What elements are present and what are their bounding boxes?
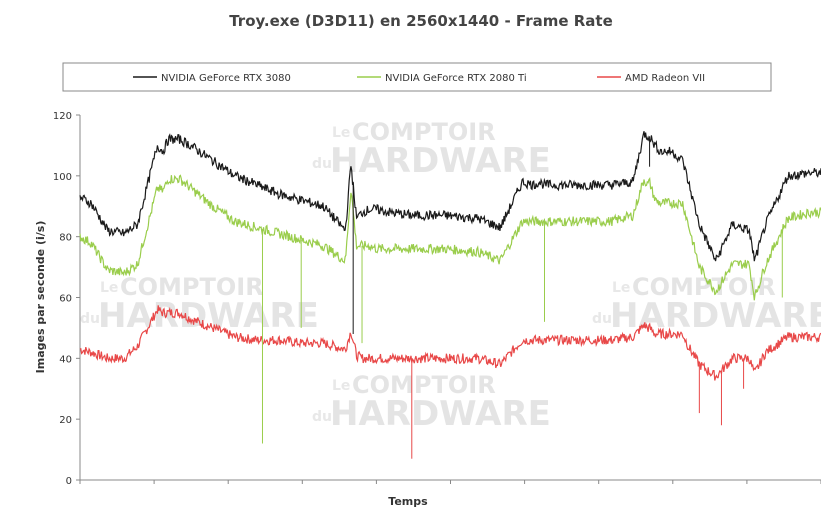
svg-text:du: du: [80, 311, 100, 327]
svg-text:COMPTOIR: COMPTOIR: [352, 371, 496, 399]
svg-text:Le: Le: [332, 125, 350, 141]
y-tick-label: 40: [59, 354, 72, 365]
chart-title: Troy.exe (D3D11) en 2560x1440 - Frame Ra…: [229, 12, 613, 30]
watermark-group: Le COMPTOIR du HARDWARE Le COMPTOIR du H…: [80, 118, 821, 434]
watermark: Le COMPTOIR du HARDWARE: [312, 371, 551, 434]
svg-text:Le: Le: [612, 280, 630, 296]
series-0: [79, 131, 821, 334]
y-axis-title: Images par seconde (i/s): [34, 221, 47, 374]
series-line: [79, 174, 821, 301]
series-line: [79, 131, 821, 262]
svg-text:COMPTOIR: COMPTOIR: [632, 273, 776, 301]
series-line: [79, 305, 821, 381]
y-tick-label: 100: [53, 172, 72, 183]
legend-box: [62, 62, 772, 92]
y-tick-label: 60: [59, 294, 72, 305]
svg-text:du: du: [592, 311, 612, 327]
y-tick-label: 120: [53, 111, 72, 122]
legend: NVIDIA GeForce RTX 3080 NVIDIA GeForce R…: [62, 62, 772, 92]
watermark: Le COMPTOIR du HARDWARE: [592, 273, 821, 336]
svg-text:Le: Le: [100, 280, 118, 296]
watermark: Le COMPTOIR du HARDWARE: [80, 273, 319, 336]
series-2: [79, 305, 821, 459]
legend-label-radeon7: AMD Radeon VII: [625, 73, 705, 84]
svg-text:COMPTOIR: COMPTOIR: [352, 118, 496, 146]
svg-text:du: du: [312, 156, 332, 172]
legend-label-rtx2080ti: NVIDIA GeForce RTX 2080 Ti: [385, 73, 527, 84]
svg-text:HARDWARE: HARDWARE: [330, 394, 551, 434]
y-tick-label: 20: [59, 415, 72, 426]
x-ticks: [79, 480, 821, 484]
series-1: [79, 174, 821, 444]
svg-text:HARDWARE: HARDWARE: [98, 296, 319, 336]
svg-text:HARDWARE: HARDWARE: [330, 141, 551, 181]
svg-text:HARDWARE: HARDWARE: [610, 296, 821, 336]
svg-text:COMPTOIR: COMPTOIR: [120, 273, 264, 301]
watermark: Le COMPTOIR du HARDWARE: [312, 118, 551, 181]
plot-area: 0 20 40 60 80 100 120: [53, 111, 821, 487]
legend-label-rtx3080: NVIDIA GeForce RTX 3080: [161, 73, 291, 84]
svg-text:Le: Le: [332, 378, 350, 394]
x-axis-title: Temps: [388, 495, 428, 508]
y-tick-label: 80: [59, 233, 72, 244]
svg-text:du: du: [312, 409, 332, 425]
series-layer: [79, 131, 821, 459]
y-tick-label: 0: [66, 476, 72, 487]
y-ticks: 0 20 40 60 80 100 120: [53, 111, 80, 487]
